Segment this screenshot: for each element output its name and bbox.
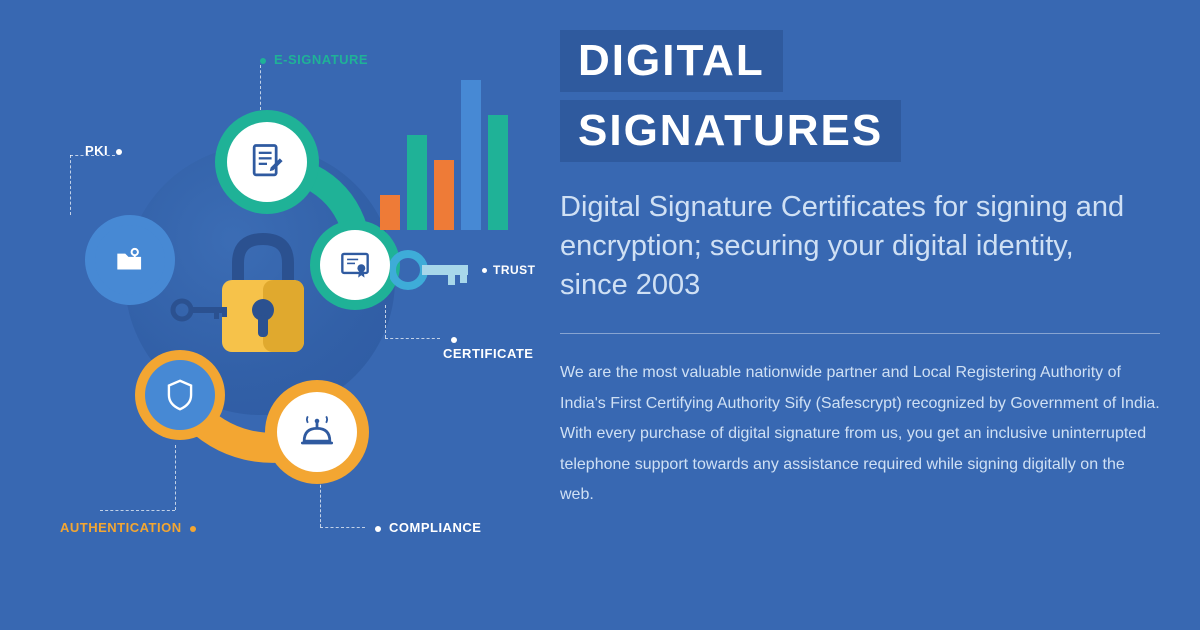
- label-authentication: AUTHENTICATION: [60, 520, 204, 535]
- connector-line: [260, 65, 261, 110]
- connector-line: [385, 338, 440, 339]
- connector-line: [70, 155, 71, 215]
- folder-key-icon: [111, 241, 149, 279]
- node-certificate: [310, 220, 400, 310]
- node-esignature: [215, 110, 319, 214]
- service-bell-icon: [295, 410, 339, 454]
- shield-icon: [161, 376, 199, 414]
- label-certificate: CERTIFICATE: [443, 331, 540, 361]
- bar-3: [434, 160, 454, 230]
- title-line-1: DIGITAL: [560, 30, 783, 92]
- connector-line: [175, 445, 176, 510]
- body-copy: We are the most valuable nationwide part…: [560, 358, 1160, 510]
- bar-chart: [380, 80, 508, 230]
- infographic-area: E-SIGNATURE PKI TRUST CERTIFICATE COMPLI…: [30, 15, 540, 575]
- label-esignature: E-SIGNATURE: [270, 52, 368, 67]
- label-pki: PKI: [85, 143, 130, 158]
- label-trust: TRUST: [482, 263, 536, 277]
- certificate-icon: [336, 246, 374, 284]
- label-compliance: COMPLIANCE: [367, 520, 481, 535]
- connector-line: [320, 527, 365, 528]
- key-icon: [390, 245, 480, 295]
- document-sign-icon: [245, 140, 289, 184]
- connector-line: [100, 510, 175, 511]
- node-bell: [265, 380, 369, 484]
- bar-4: [461, 80, 481, 230]
- bar-2: [407, 135, 427, 230]
- bar-1: [380, 195, 400, 230]
- subheading: Digital Signature Certificates for signi…: [560, 188, 1160, 305]
- text-panel: DIGITAL SIGNATURES Digital Signature Cer…: [560, 30, 1160, 510]
- bar-5: [488, 115, 508, 230]
- node-pki: [85, 215, 175, 305]
- connector-line: [385, 305, 386, 338]
- infographic-banner: E-SIGNATURE PKI TRUST CERTIFICATE COMPLI…: [0, 0, 1200, 630]
- small-key-icon: [170, 295, 230, 325]
- divider-line: [560, 333, 1160, 334]
- title-line-2: SIGNATURES: [560, 100, 901, 162]
